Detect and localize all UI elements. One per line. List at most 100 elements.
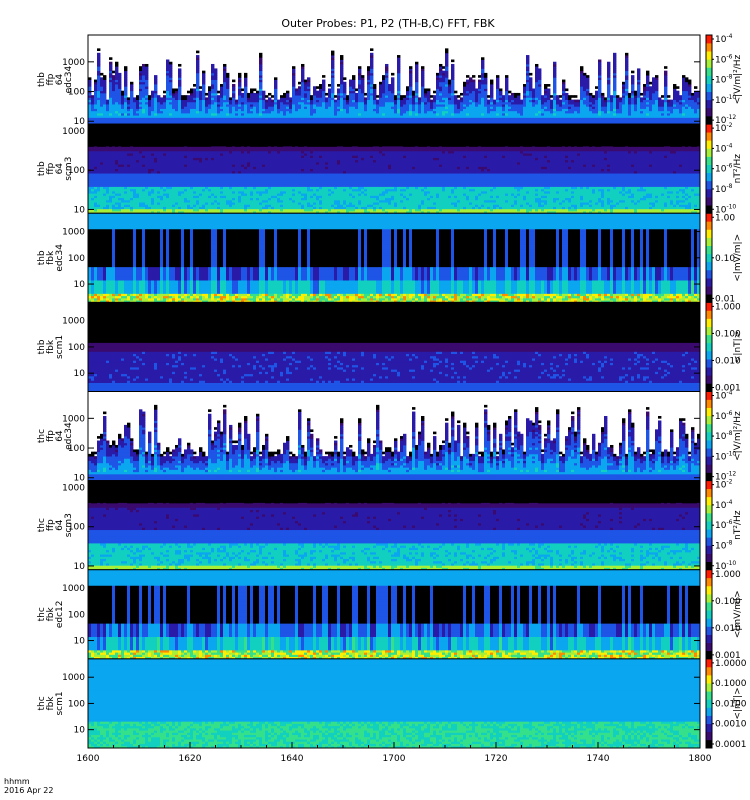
spectrogram-cell xyxy=(133,97,136,100)
spectrogram-cell xyxy=(214,68,217,71)
spectrogram-cell xyxy=(346,95,349,98)
spectrogram-cell xyxy=(196,51,199,54)
spectrogram-cell xyxy=(370,53,373,56)
spectrogram-cell xyxy=(391,77,394,80)
spectrogram-cell xyxy=(208,86,211,89)
spectrogram-cell xyxy=(136,95,139,98)
spectrogram-cell xyxy=(163,91,166,94)
spectrogram-cell xyxy=(142,64,145,67)
spectrogram-cell xyxy=(283,93,286,96)
spectrogram-cell xyxy=(343,82,346,85)
spectrogram-cell xyxy=(220,84,223,87)
spectrogram-cell xyxy=(328,88,331,91)
spectrogram-cell xyxy=(298,86,301,89)
spectrogram-cell xyxy=(199,86,202,89)
spectrogram-cell xyxy=(322,80,325,83)
spectrogram-cell xyxy=(328,84,331,87)
spectrogram-cell xyxy=(337,88,340,91)
spectrogram-cell xyxy=(337,84,340,87)
spectrogram-cell xyxy=(352,75,355,78)
spectrogram-cell xyxy=(286,91,289,94)
spectrogram-cell xyxy=(322,75,325,78)
spectrogram-cell xyxy=(91,95,94,98)
spectrogram-cell xyxy=(178,68,181,71)
spectrogram-cell xyxy=(265,95,268,98)
spectrogram-cell xyxy=(100,73,103,76)
spectrogram-cell xyxy=(229,97,232,100)
spectrogram-cell xyxy=(280,95,283,98)
spectrogram-cell xyxy=(268,97,271,100)
spectrogram-cell xyxy=(88,77,91,80)
spectrogram-cell xyxy=(310,95,313,98)
spectrogram-cell xyxy=(319,84,322,87)
spectrogram-cell xyxy=(289,97,292,100)
spectrogram-cell xyxy=(139,66,142,69)
spectrogram-cell xyxy=(364,97,367,100)
spectrogram-cell xyxy=(376,100,379,103)
spectrogram-cell xyxy=(145,64,148,67)
spectrogram-cell xyxy=(97,53,100,56)
spectrogram-cell xyxy=(316,91,319,94)
spectrogram-cell xyxy=(106,100,109,103)
spectrogram-cell xyxy=(223,64,226,67)
spectrogram-cell xyxy=(268,93,271,96)
spectrogram-cell xyxy=(358,66,361,69)
spectrogram-cell xyxy=(343,77,346,80)
spectrogram-cell xyxy=(130,82,133,85)
spectrogram-cell xyxy=(238,73,241,76)
spectrogram-cell xyxy=(94,80,97,83)
spectrogram-cell xyxy=(151,91,154,94)
spectrogram-cell xyxy=(385,64,388,67)
spectrogram-cell xyxy=(175,88,178,91)
spectrogram-cell xyxy=(241,88,244,91)
spectrogram-cell xyxy=(334,100,337,103)
spectrogram-cell xyxy=(232,84,235,87)
spectrogram-cell xyxy=(292,66,295,69)
spectrogram-cell xyxy=(259,53,262,56)
spectrogram-cell xyxy=(148,95,151,98)
spectrogram-cell xyxy=(160,97,163,100)
spectrogram-cell xyxy=(406,86,409,89)
spectrogram-cell xyxy=(373,84,376,87)
spectrogram-cell xyxy=(184,95,187,98)
chart-title: Outer Probes: P1, P2 (TH-B,C) FFT, FBK xyxy=(281,17,495,30)
spectrogram-cell xyxy=(190,88,193,91)
spectrogram-cell xyxy=(118,73,121,76)
spectrogram-cell xyxy=(172,88,175,91)
spectrogram-cell xyxy=(265,100,268,103)
spectrogram-cell xyxy=(397,55,400,58)
spectrogram-cell xyxy=(112,75,115,78)
spectrogram-cell xyxy=(271,95,274,98)
spectrogram-cell xyxy=(382,75,385,78)
spectrogram-cell xyxy=(394,95,397,98)
spectrogram-cell xyxy=(262,91,265,94)
spectrogram-cell xyxy=(307,77,310,80)
spectrogram-cell xyxy=(388,84,391,87)
spectrogram-cell xyxy=(403,95,406,98)
spectrogram-cell xyxy=(379,82,382,85)
spectrogram-cell xyxy=(154,75,157,78)
spectrogram-cell xyxy=(217,91,220,94)
spectrogram-cell xyxy=(97,48,100,51)
spectrogram-cell xyxy=(109,62,112,65)
spectrogram-cell xyxy=(334,95,337,98)
spectrogram-cell xyxy=(115,62,118,65)
spectrogram-cell xyxy=(181,95,184,98)
spectrogram-cell xyxy=(103,75,106,78)
spectrogram-cell xyxy=(370,48,373,51)
spectrogram-cell xyxy=(355,93,358,96)
spectrogram-cell xyxy=(253,93,256,96)
spectrogram-cell xyxy=(205,93,208,96)
spectrogram-cell xyxy=(166,60,169,63)
spectrogram-cell xyxy=(277,100,280,103)
spectrogram-cell xyxy=(196,55,199,58)
spectrogram-cell xyxy=(295,88,298,91)
spectrogram-cell xyxy=(109,57,112,60)
spectrogram-cell xyxy=(361,75,364,78)
spectrogram-cell xyxy=(244,73,247,76)
spectrogram-cell xyxy=(187,91,190,94)
spectrogram-cell xyxy=(409,66,412,69)
spectrogram-cell xyxy=(187,95,190,98)
